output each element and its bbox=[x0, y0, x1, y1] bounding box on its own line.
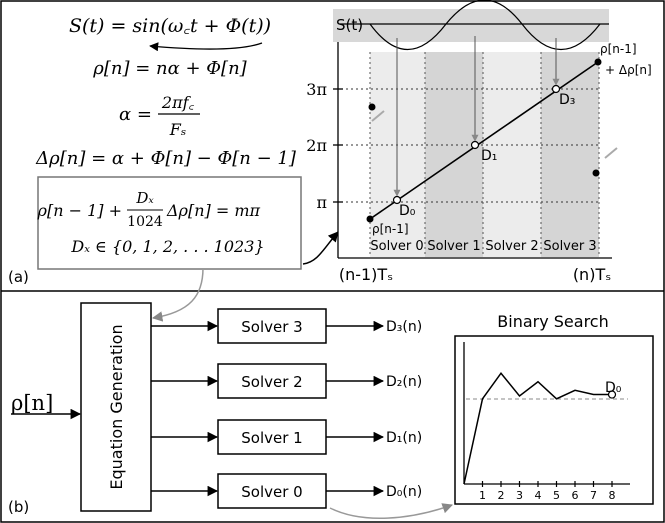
bs-x-tick-label: 3 bbox=[516, 489, 523, 502]
wrap-right-point bbox=[592, 169, 600, 177]
equation-generation-block bbox=[80, 302, 152, 512]
ramp-end-point bbox=[594, 58, 602, 66]
solver-equation-box bbox=[37, 176, 302, 270]
bs-x-tick-label: 4 bbox=[535, 489, 542, 502]
x-label-end: (n)Tₛ bbox=[573, 265, 611, 284]
solver-2-block bbox=[217, 363, 327, 399]
box-eq-domain: Dₓ ∈ {0, 1, 2, . . . 1023} bbox=[70, 237, 264, 256]
wrap-left-point bbox=[368, 103, 376, 111]
bs-x-tick-label: 7 bbox=[590, 489, 597, 502]
point-d0 bbox=[392, 195, 402, 205]
alpha-numerator: 2πf꜀ bbox=[161, 93, 195, 112]
phase-equation: ρ[n] = nα + Φ[n] bbox=[92, 58, 247, 79]
wrap-left-segment bbox=[371, 110, 385, 122]
y-tick-pi: π bbox=[316, 193, 327, 212]
solver-3-region bbox=[541, 52, 599, 257]
solver-1-region bbox=[425, 52, 483, 257]
ramp-end-label-1: ρ[n-1] bbox=[600, 42, 637, 56]
box-to-generator-arrow bbox=[151, 267, 204, 322]
binary-search-frame bbox=[454, 335, 654, 505]
point-d1 bbox=[470, 140, 480, 150]
solver-3-region-label: Solver 3 bbox=[543, 239, 596, 254]
panel-a-label: (a) bbox=[8, 268, 29, 286]
solver0-to-search-arrow bbox=[329, 503, 453, 519]
y-tick-2pi: 2π bbox=[306, 136, 327, 155]
solver-0-label: Solver 0 bbox=[241, 483, 302, 501]
solver-2-region bbox=[483, 52, 541, 257]
solver-2-label: Solver 2 bbox=[241, 373, 302, 391]
signal-band bbox=[333, 9, 609, 42]
delta-equation: Δρ[n] = α + Φ[n] − Φ[n − 1] bbox=[35, 148, 297, 169]
solver-0-region-label: Solver 0 bbox=[370, 239, 423, 254]
box-eq-numerator: Dₓ bbox=[135, 189, 154, 207]
bs-x-tick-label: 8 bbox=[609, 489, 616, 502]
label-d0: D₀ bbox=[399, 203, 416, 219]
label-d1: D₁ bbox=[481, 148, 497, 164]
point-d3 bbox=[551, 84, 561, 94]
bs-x-tick-label: 2 bbox=[498, 489, 505, 502]
label-d3: D₃ bbox=[559, 92, 575, 108]
signal-label: S(t) bbox=[336, 16, 363, 34]
solver-1-label: Solver 1 bbox=[241, 429, 302, 447]
alpha-lhs: α = bbox=[119, 104, 152, 125]
box-eq-denominator: 1024 bbox=[127, 214, 163, 230]
phase-plot: S(t) 3π 2π π D₀ D₁ D₃ ρ[n bbox=[306, 0, 652, 284]
ramp-end-label-2: + Δρ[n] bbox=[605, 63, 652, 77]
ramp-start-label: ρ[n-1] bbox=[372, 222, 409, 236]
box-to-plot-arrow bbox=[302, 231, 339, 265]
bs-end-point bbox=[607, 390, 617, 399]
y-tick-3pi: 3π bbox=[306, 80, 327, 99]
solver-3-output: D₃(n) bbox=[386, 319, 422, 335]
box-eq-left: ρ[n − 1] + bbox=[37, 201, 122, 220]
solver-1-output: D₁(n) bbox=[386, 430, 422, 446]
x-label-start: (n-1)Tₛ bbox=[339, 265, 393, 284]
wrap-right-segment bbox=[604, 147, 618, 159]
solver-1-region-label: Solver 1 bbox=[427, 239, 480, 254]
ramp-start-point bbox=[366, 215, 374, 223]
solver-0-block bbox=[217, 473, 327, 509]
input-rho-label: ρ[n] bbox=[11, 391, 53, 415]
equation-generation-label: Equation Generation bbox=[107, 324, 126, 489]
solver-0-output: D₀(n) bbox=[386, 484, 422, 500]
solver-2-region-label: Solver 2 bbox=[485, 239, 538, 254]
signal-sine-curve bbox=[369, 0, 601, 50]
signal-to-phase-arrow bbox=[149, 42, 263, 52]
bs-end-label: D₀ bbox=[605, 380, 622, 396]
binary-search-title: Binary Search bbox=[497, 312, 608, 331]
solver-2-output: D₂(n) bbox=[386, 374, 422, 390]
bs-convergence-curve bbox=[463, 372, 612, 485]
bs-x-tick-label: 5 bbox=[553, 489, 560, 502]
panel-b-label: (b) bbox=[8, 498, 29, 516]
alpha-denominator: Fₛ bbox=[169, 120, 187, 139]
solver-3-label: Solver 3 bbox=[241, 318, 302, 336]
bs-x-tick-label: 1 bbox=[479, 489, 486, 502]
signal-equation: S(t) = sin(ω꜀t + Φ(t)) bbox=[69, 15, 271, 37]
bs-x-tick-label: 6 bbox=[572, 489, 579, 502]
box-eq-right: Δρ[n] = mπ bbox=[166, 201, 261, 220]
